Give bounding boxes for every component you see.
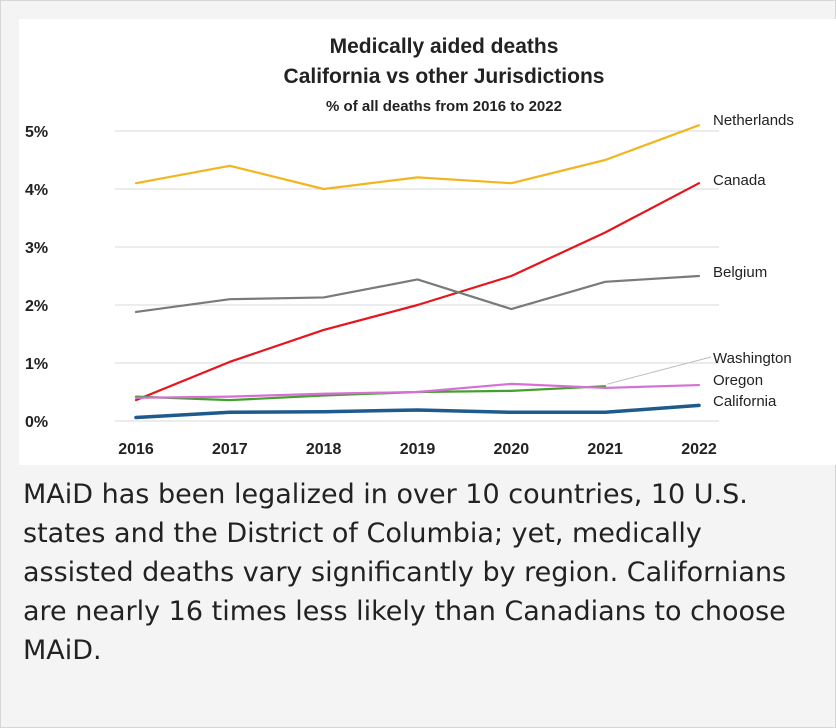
- line-chart: 0% 1% 2% 3% 4% 5% 2016 2017 2018 2019 2020 2021 202…: [25, 35, 794, 458]
- chart-subtitle: California vs other Jurisdictions: [284, 65, 605, 88]
- chart-title: Medically aided deaths: [330, 35, 559, 58]
- series-label-canada: Canada: [713, 172, 766, 189]
- series-line-canada: [134, 182, 701, 402]
- x-tick-label: 2016: [118, 441, 154, 458]
- washington-leader-line: [607, 356, 712, 385]
- series-label-netherlands: Netherlands: [713, 112, 794, 129]
- y-tick-label: 0%: [25, 414, 48, 431]
- series-label-belgium: Belgium: [713, 264, 767, 281]
- series-label-washington: Washington: [713, 350, 792, 367]
- series-line-belgium: [134, 274, 701, 314]
- chart-subtitle-2: % of all deaths from 2016 to 2022: [326, 98, 562, 115]
- chart-panel: 0% 1% 2% 3% 4% 5% 2016 2017 2018 2019 2020 2021 202…: [19, 19, 836, 465]
- series-line-oregon: [134, 382, 701, 399]
- grid: [115, 130, 719, 422]
- caption-text: MAiD has been legalized in over 10 count…: [23, 479, 787, 666]
- x-tick-label: 2019: [400, 441, 436, 458]
- series-line-netherlands: [134, 124, 701, 191]
- y-tick-label: 4%: [25, 182, 48, 199]
- x-tick-label: 2018: [306, 441, 342, 458]
- x-tick-label: 2021: [587, 441, 623, 458]
- y-tick-label: 2%: [25, 298, 48, 315]
- series-lines: [134, 124, 701, 420]
- series-line-california: [134, 403, 701, 420]
- x-tick-label: 2022: [681, 441, 717, 458]
- series-labels: Netherlands Canada Belgium Washington Oregon…: [607, 112, 794, 410]
- y-tick-label: 3%: [25, 240, 48, 257]
- y-axis: 0% 1% 2% 3% 4% 5%: [25, 124, 48, 431]
- x-axis: 2016 2017 2018 2019 2020 2021 2022: [118, 441, 717, 458]
- x-tick-label: 2017: [212, 441, 248, 458]
- y-tick-label: 1%: [25, 356, 48, 373]
- series-label-oregon: Oregon: [713, 372, 763, 389]
- y-tick-label: 5%: [25, 124, 48, 141]
- series-label-california: California: [713, 393, 777, 410]
- x-tick-label: 2020: [494, 441, 530, 458]
